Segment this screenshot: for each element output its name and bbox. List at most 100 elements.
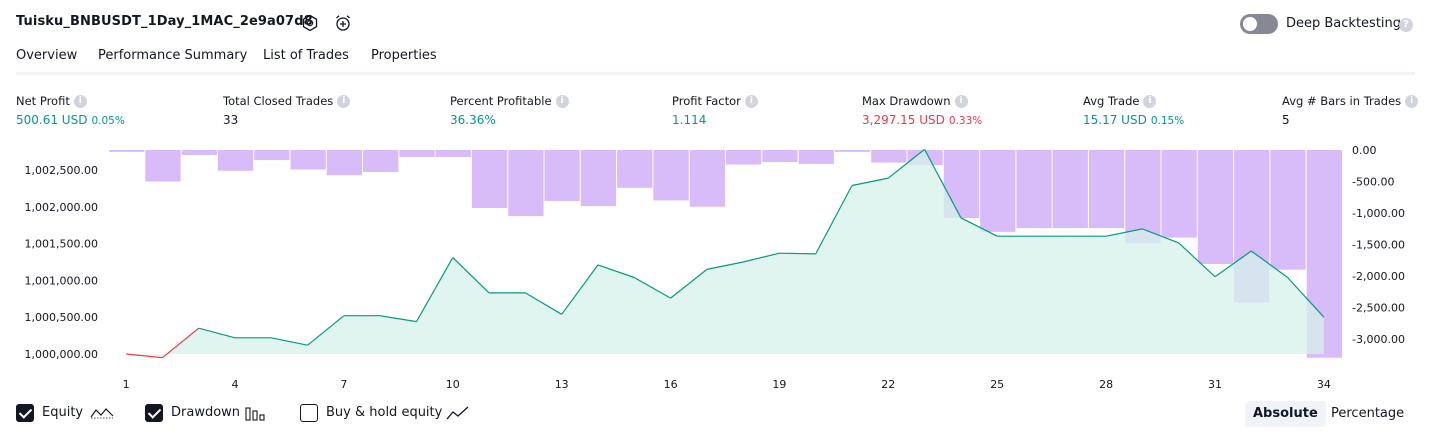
drawdown-bar <box>399 150 435 157</box>
drawdown-bar <box>1270 150 1306 270</box>
add-alert-icon[interactable] <box>333 13 353 33</box>
drawdown-bar <box>435 150 471 157</box>
equity-line-segment <box>815 185 853 255</box>
buy-hold-line-icon <box>446 406 469 420</box>
help-icon[interactable]: i <box>1143 95 1157 108</box>
y-left-tick-label: 1,000,500.00 <box>25 311 98 324</box>
metric-percent: 0.15% <box>1150 115 1185 127</box>
metric-profit-factor: Profit Factor i 1.114 <box>672 94 758 127</box>
y-left-tick-label: 1,001,500.00 <box>25 238 98 251</box>
drawdown-bar <box>580 150 617 207</box>
x-tick-label: 4 <box>232 378 239 391</box>
tab-performance-summary[interactable]: Performance Summary <box>98 48 248 63</box>
metric-value: 36.36% <box>450 113 496 127</box>
equity-line-segment <box>162 327 200 359</box>
help-icon[interactable]: i <box>1405 95 1419 108</box>
drawdown-bar <box>471 150 508 208</box>
equity-line-segment <box>924 149 962 219</box>
equity-line-segment <box>1178 242 1216 278</box>
x-tick-label: 1 <box>123 378 130 391</box>
toggle-knob <box>1243 17 1257 31</box>
tab-properties[interactable]: Properties <box>371 48 437 63</box>
equity-checkbox[interactable] <box>16 404 34 422</box>
y-right-tick-label: 0.00 <box>1352 144 1377 157</box>
drawdown-checkbox[interactable] <box>145 404 163 422</box>
metric-value: 15.17 USD <box>1083 113 1147 127</box>
equity-line-segment <box>779 252 816 255</box>
metric-value: 5 <box>1282 113 1290 127</box>
equity-line-segment <box>742 252 780 263</box>
equity-drawdown-chart[interactable]: 1,000,000.00 1,000,500.00 1,001,000.00 1,00… <box>0 140 1431 396</box>
equity-line-segment <box>307 315 345 346</box>
drawdown-bar <box>1197 150 1234 264</box>
equity-line-segment <box>271 337 308 346</box>
metric-label: Percent Profitable <box>450 94 552 108</box>
y-right-tick-label: -2,000.00 <box>1352 270 1405 283</box>
y-right-tick-label: -1,000.00 <box>1352 207 1405 220</box>
help-icon[interactable]: i <box>555 95 569 108</box>
y-left-tick-label: 1,000,000.00 <box>25 348 98 361</box>
metric-value: 33 <box>223 113 239 127</box>
drawdown-bar <box>834 150 871 152</box>
help-icon[interactable]: i <box>744 95 758 108</box>
y-right-tick-label: -1,500.00 <box>1352 239 1405 252</box>
help-icon[interactable]: i <box>954 95 968 108</box>
equity-line-segment <box>960 217 998 237</box>
legend-label: Equity <box>42 405 84 420</box>
equity-line-icon <box>90 408 114 419</box>
x-tick-label: 34 <box>1317 378 1331 391</box>
drawdown-bar <box>326 150 363 176</box>
metric-label: Net Profit <box>16 94 70 108</box>
absolute-mode-button[interactable]: Absolute <box>1245 401 1326 427</box>
legend-label: Buy & hold equity <box>326 405 443 420</box>
x-tick-label: 10 <box>446 378 460 391</box>
x-tick-label: 31 <box>1208 378 1222 391</box>
drawdown-bar <box>254 150 290 161</box>
equity-line-segment <box>1142 228 1179 244</box>
tab-divider <box>16 72 1415 75</box>
drawdown-bar <box>508 150 544 217</box>
drawdown-bar <box>762 150 798 162</box>
metric-max-drawdown: Max Drawdown i 3,297.15 USD 0.33% <box>862 94 982 127</box>
equity-line-segment <box>670 268 708 299</box>
help-icon[interactable]: i <box>73 95 87 108</box>
x-tick-label: 19 <box>772 378 786 391</box>
tab-overview[interactable]: Overview <box>16 48 78 75</box>
percentage-mode-button[interactable]: Percentage <box>1331 406 1405 421</box>
drawdown-bar <box>871 150 907 163</box>
tab-list-of-trades[interactable]: List of Trades <box>263 48 349 63</box>
drawdown-bar <box>181 150 217 155</box>
buy-hold-checkbox[interactable] <box>300 404 318 422</box>
x-tick-label: 28 <box>1099 378 1113 391</box>
drawdown-bar <box>726 150 762 165</box>
drawdown-bar <box>145 150 181 182</box>
y-left-tick-label: 1,002,500.00 <box>25 164 98 177</box>
drawdown-bar <box>1161 150 1197 238</box>
deep-backtesting-label: Deep Backtesting <box>1286 16 1402 31</box>
legend-label: Drawdown <box>171 405 241 420</box>
deep-backtesting-help-icon[interactable]: ? <box>1399 18 1413 32</box>
equity-line-segment <box>1105 228 1143 237</box>
equity-area <box>126 149 1324 358</box>
metric-net-profit: Net Profit i 500.61 USD 0.05% <box>16 94 125 127</box>
settings-icon[interactable] <box>300 13 320 33</box>
drawdown-bar <box>1016 150 1052 229</box>
metric-value: 3,297.15 USD <box>862 113 945 127</box>
metric-label: Profit Factor <box>672 94 741 108</box>
metric-percent-profitable: Percent Profitable i 36.36% <box>450 94 569 127</box>
help-icon[interactable]: i <box>337 95 351 108</box>
x-tick-label: 13 <box>555 378 569 391</box>
drawdown-bar <box>109 150 145 152</box>
drawdown-bar <box>980 150 1016 232</box>
equity-line-segment <box>1250 250 1288 278</box>
equity-line-segment <box>634 276 671 299</box>
equity-line-segment <box>126 353 163 359</box>
metric-label: Total Closed Trades <box>223 94 334 108</box>
metric-value: 500.61 USD <box>16 113 88 127</box>
y-right-tick-label: -500.00 <box>1352 176 1394 189</box>
x-tick-label: 7 <box>340 378 347 391</box>
deep-backtesting-toggle[interactable] <box>1240 14 1278 34</box>
metric-avg-bars-in-trades: Avg # Bars in Trades i 5 <box>1282 94 1419 127</box>
metric-value: 1.114 <box>672 113 707 127</box>
equity-line-segment <box>380 315 417 323</box>
